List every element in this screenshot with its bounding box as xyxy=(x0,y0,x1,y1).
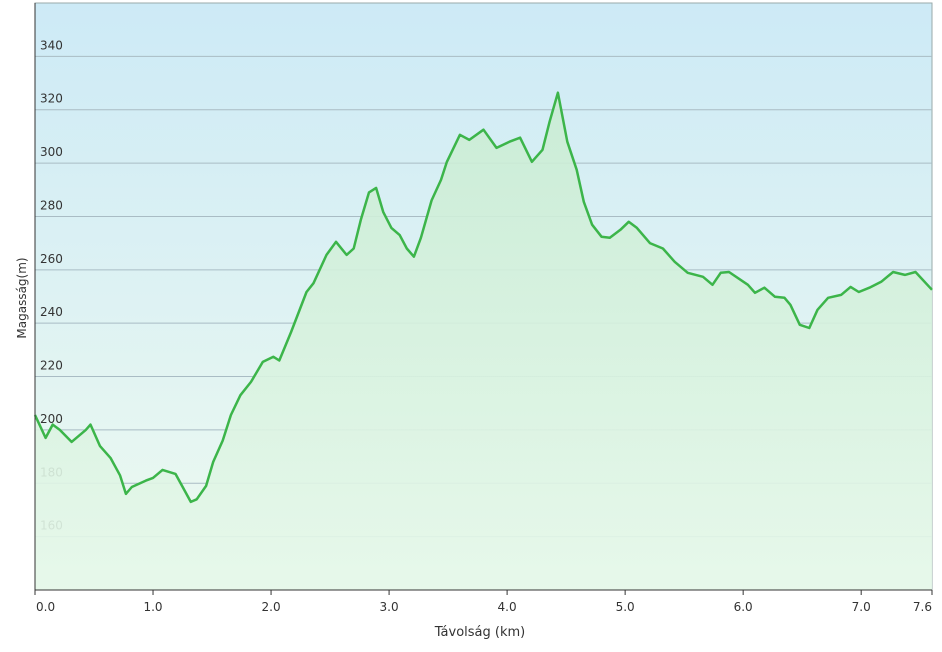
x-tick-label: 6.0 xyxy=(734,600,753,614)
x-tick-label: 4.0 xyxy=(498,600,517,614)
x-tick-label: 0.0 xyxy=(36,600,55,614)
x-axis-label: Távolság (km) xyxy=(434,625,525,640)
x-tick-label: 7.6 xyxy=(913,600,932,614)
y-tick-label: 260 xyxy=(40,252,63,266)
x-tick-label: 2.0 xyxy=(262,600,281,614)
elevation-area xyxy=(35,92,932,590)
y-tick-label: 280 xyxy=(40,198,63,212)
y-tick-label: 220 xyxy=(40,359,63,373)
y-axis-label: Magasság(m) xyxy=(15,257,29,338)
y-tick-label: 320 xyxy=(40,92,63,106)
y-tick-label: 200 xyxy=(40,412,63,426)
x-tick-label: 3.0 xyxy=(380,600,399,614)
y-tick-label: 300 xyxy=(40,145,63,159)
x-tick-label: 7.0 xyxy=(852,600,871,614)
x-tick-label: 5.0 xyxy=(616,600,635,614)
y-tick-label: 240 xyxy=(40,305,63,319)
x-tick-label: 1.0 xyxy=(143,600,162,614)
y-tick-label: 340 xyxy=(40,38,63,52)
elevation-line xyxy=(33,91,933,504)
